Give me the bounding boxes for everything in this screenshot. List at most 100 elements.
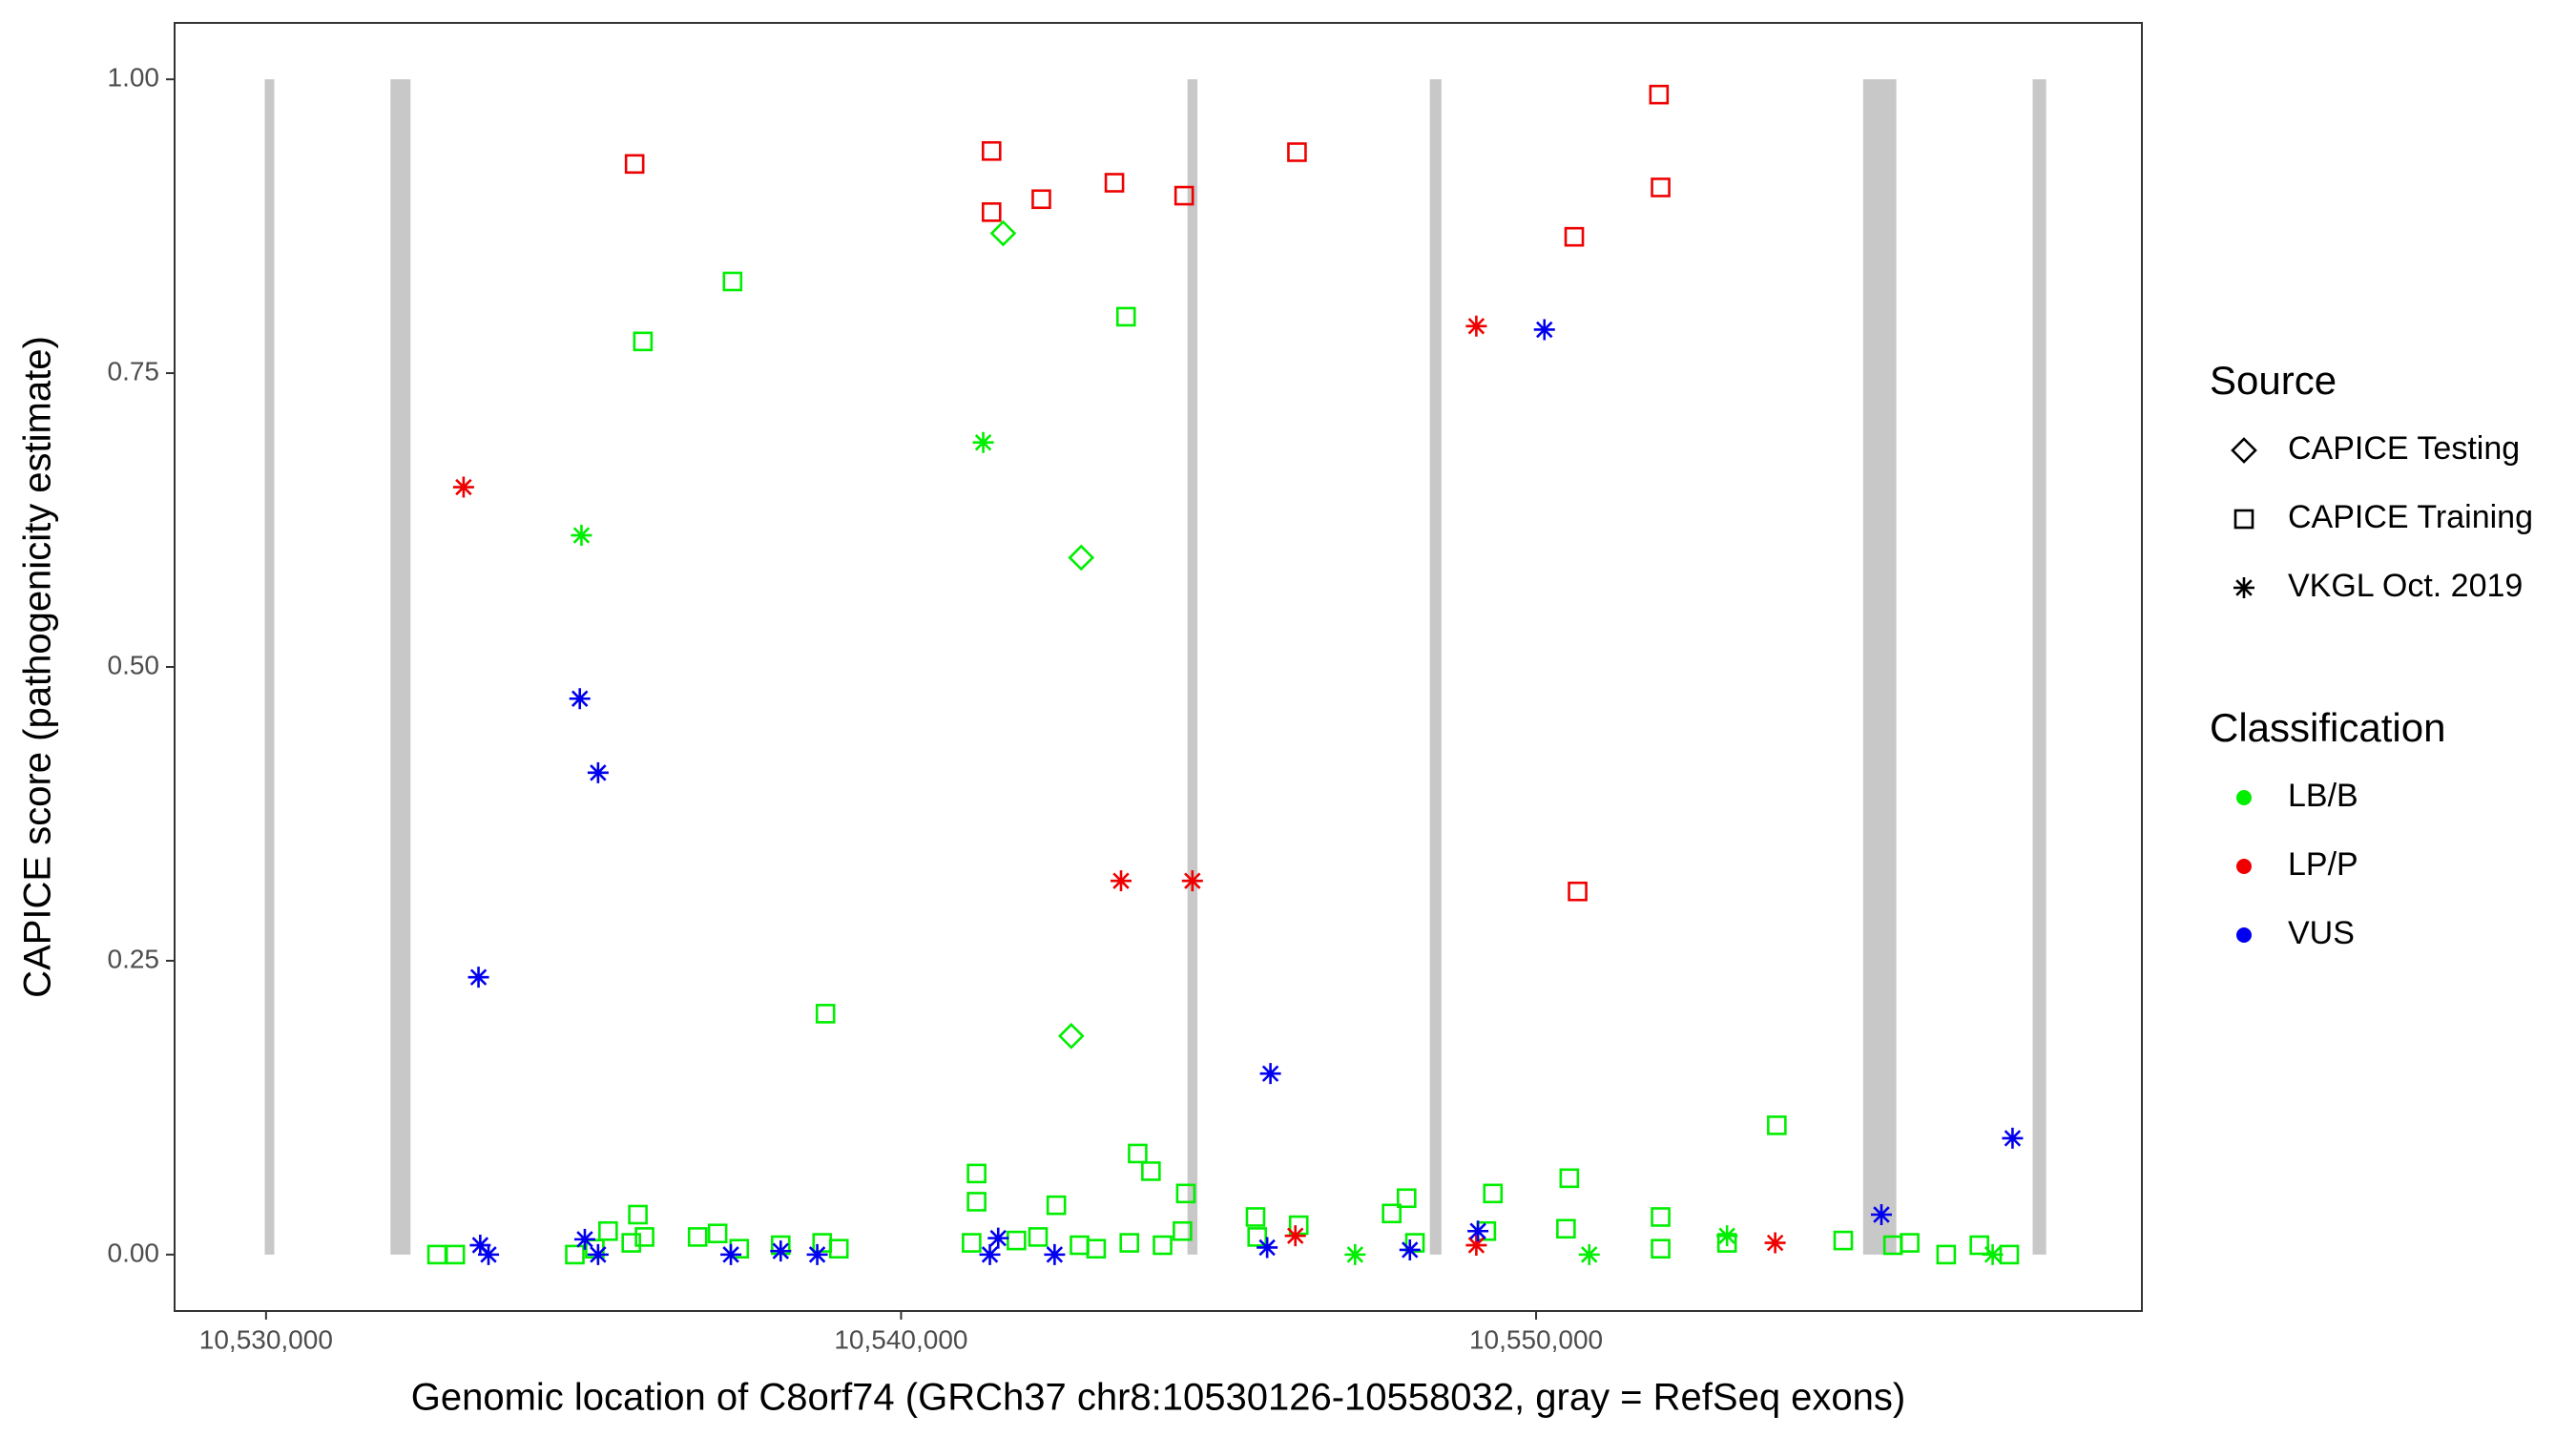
point — [478, 1243, 500, 1265]
point — [1181, 870, 1203, 892]
point — [1564, 226, 1585, 247]
point — [1284, 1225, 1306, 1247]
point — [621, 1233, 641, 1253]
point — [1141, 1161, 1161, 1181]
legend-key — [2231, 437, 2257, 464]
y-tick-label: 0.50 — [108, 650, 160, 679]
point — [1086, 1238, 1107, 1259]
point — [1404, 1233, 1425, 1253]
legend-label: VKGL Oct. 2019 — [2288, 568, 2523, 604]
point — [722, 271, 743, 292]
x-tick-label: 10,540,000 — [834, 1324, 967, 1354]
point — [687, 1227, 708, 1247]
point — [981, 140, 1002, 161]
point — [972, 431, 994, 453]
point — [1465, 315, 1487, 337]
point — [1559, 1168, 1580, 1189]
point — [1344, 1243, 1366, 1265]
x-tick-label: 10,530,000 — [199, 1324, 333, 1354]
point — [1936, 1244, 1957, 1265]
x-axis-title: Genomic location of C8orf74 (GRCh37 chr8… — [411, 1377, 1906, 1419]
y-tick-label: 1.00 — [108, 63, 160, 93]
point — [1115, 306, 1136, 327]
point — [565, 1244, 585, 1265]
point — [720, 1243, 742, 1265]
y-tick-label: 0.75 — [108, 356, 160, 385]
plot-border — [174, 22, 2143, 1312]
legend-key — [2236, 859, 2252, 874]
point — [1533, 319, 1555, 341]
exon-band — [264, 79, 275, 1255]
legend-key — [2236, 927, 2252, 943]
point — [1174, 185, 1195, 206]
point — [587, 761, 609, 783]
point — [598, 1220, 618, 1241]
point — [1175, 1183, 1196, 1204]
point — [1578, 1243, 1600, 1265]
point — [1119, 1233, 1140, 1253]
point — [624, 154, 645, 175]
point — [1104, 173, 1125, 193]
exon-band — [1187, 79, 1198, 1255]
point — [987, 1227, 1009, 1249]
point — [445, 1244, 466, 1265]
point — [587, 1243, 609, 1265]
point — [1068, 544, 1095, 572]
exon-band — [1429, 79, 1442, 1255]
point — [815, 1004, 836, 1024]
point — [469, 1235, 491, 1257]
point — [1568, 881, 1588, 902]
point — [452, 476, 474, 498]
legend-label: VUS — [2288, 915, 2355, 951]
legend-title: Source — [2210, 358, 2337, 403]
point — [979, 1243, 1001, 1265]
point — [1044, 1243, 1066, 1265]
point — [1651, 1207, 1671, 1227]
y-axis-title: CAPICE score (pathogenicity estimate) — [17, 336, 59, 998]
exon-band — [1862, 79, 1897, 1255]
point — [1767, 1115, 1787, 1135]
point — [1465, 1235, 1487, 1257]
point — [770, 1240, 792, 1262]
point — [1982, 1243, 2004, 1265]
point — [1031, 189, 1051, 210]
point — [1833, 1230, 1854, 1251]
point — [1128, 1143, 1148, 1164]
point — [1046, 1195, 1067, 1216]
point — [1007, 1230, 1027, 1251]
point — [1287, 142, 1307, 162]
point — [1649, 84, 1670, 105]
point — [1259, 1063, 1281, 1085]
point — [962, 1233, 982, 1253]
point — [1153, 1235, 1173, 1256]
legend-label: LB/B — [2288, 778, 2358, 814]
point — [1900, 1233, 1920, 1253]
point — [1245, 1207, 1266, 1227]
point — [1764, 1232, 1786, 1254]
x-tick-label: 10,550,000 — [1469, 1324, 1603, 1354]
legend-title: Classification — [2210, 705, 2445, 750]
legend-label: LP/P — [2288, 846, 2358, 883]
point — [1483, 1183, 1504, 1204]
point — [1397, 1188, 1417, 1209]
point — [628, 1204, 648, 1225]
legend-key — [2233, 509, 2254, 530]
point — [707, 1223, 728, 1244]
point — [569, 688, 591, 710]
point — [1651, 1238, 1671, 1259]
point — [1173, 1220, 1193, 1241]
point — [1057, 1022, 1085, 1050]
point — [1381, 1203, 1402, 1224]
point — [1247, 1227, 1267, 1247]
point — [467, 967, 489, 989]
point — [1257, 1237, 1278, 1259]
y-tick-label: 0.25 — [108, 944, 160, 973]
legend-label: CAPICE Testing — [2288, 430, 2520, 467]
point — [1969, 1235, 1989, 1256]
legend-key — [2236, 790, 2252, 805]
point — [2002, 1127, 2024, 1149]
point — [1111, 870, 1132, 892]
point — [1467, 1220, 1489, 1242]
point — [573, 1228, 595, 1250]
